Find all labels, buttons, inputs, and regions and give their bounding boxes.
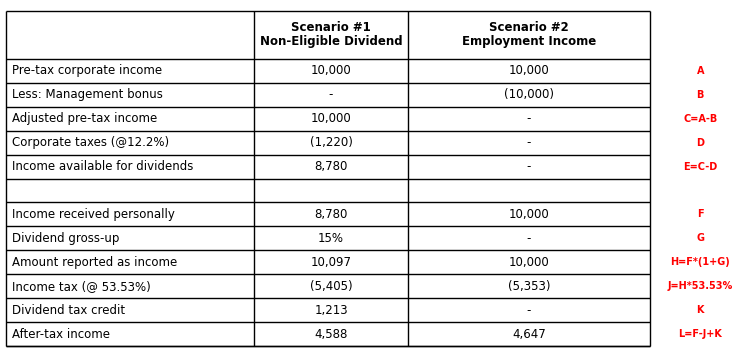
Text: (5,353): (5,353) — [508, 280, 550, 293]
Text: Amount reported as income: Amount reported as income — [12, 256, 177, 269]
Text: 8,780: 8,780 — [315, 160, 348, 173]
Text: 1,213: 1,213 — [314, 304, 348, 317]
Text: D: D — [696, 137, 704, 147]
Text: 10,097: 10,097 — [310, 256, 351, 269]
Text: J=H*53.53%: J=H*53.53% — [668, 281, 733, 291]
Text: 4,647: 4,647 — [512, 328, 546, 341]
Text: B: B — [697, 90, 704, 100]
Text: (5,405): (5,405) — [309, 280, 352, 293]
Text: Income received personally: Income received personally — [12, 208, 175, 221]
Text: Pre-tax corporate income: Pre-tax corporate income — [12, 64, 162, 77]
Text: 10,000: 10,000 — [311, 64, 351, 77]
Text: -: - — [526, 160, 531, 173]
Text: Dividend tax credit: Dividend tax credit — [12, 304, 125, 317]
Text: -: - — [329, 88, 333, 101]
Text: F: F — [697, 210, 704, 220]
Text: L=F-J+K: L=F-J+K — [678, 329, 722, 339]
Text: (1,220): (1,220) — [309, 136, 352, 149]
Text: Less: Management bonus: Less: Management bonus — [12, 88, 163, 101]
Text: After-tax income: After-tax income — [12, 328, 110, 341]
Text: (10,000): (10,000) — [504, 88, 554, 101]
Text: G: G — [696, 233, 704, 243]
Text: 10,000: 10,000 — [508, 208, 549, 221]
Text: Non-Eligible Dividend: Non-Eligible Dividend — [260, 35, 403, 48]
Text: Corporate taxes (@12.2%): Corporate taxes (@12.2%) — [12, 136, 169, 149]
Text: K: K — [697, 305, 704, 315]
Text: 15%: 15% — [318, 232, 344, 245]
Text: A: A — [697, 66, 704, 76]
Text: C=A-B: C=A-B — [683, 114, 717, 124]
Text: Income tax (@ 53.53%): Income tax (@ 53.53%) — [12, 280, 151, 293]
Text: E=C-D: E=C-D — [683, 161, 717, 171]
Text: -: - — [526, 112, 531, 125]
Text: H=F*(1+G): H=F*(1+G) — [671, 257, 730, 267]
Text: 10,000: 10,000 — [508, 256, 549, 269]
Text: -: - — [526, 232, 531, 245]
Text: Scenario #2: Scenario #2 — [489, 21, 569, 34]
Text: -: - — [526, 304, 531, 317]
Text: 10,000: 10,000 — [508, 64, 549, 77]
Text: Income available for dividends: Income available for dividends — [12, 160, 194, 173]
Text: Employment Income: Employment Income — [462, 35, 596, 48]
Text: 4,588: 4,588 — [315, 328, 348, 341]
Text: Scenario #1: Scenario #1 — [291, 21, 371, 34]
Text: Dividend gross-up: Dividend gross-up — [12, 232, 119, 245]
Text: Adjusted pre-tax income: Adjusted pre-tax income — [12, 112, 157, 125]
Text: -: - — [526, 136, 531, 149]
Text: 10,000: 10,000 — [311, 112, 351, 125]
Text: 8,780: 8,780 — [315, 208, 348, 221]
